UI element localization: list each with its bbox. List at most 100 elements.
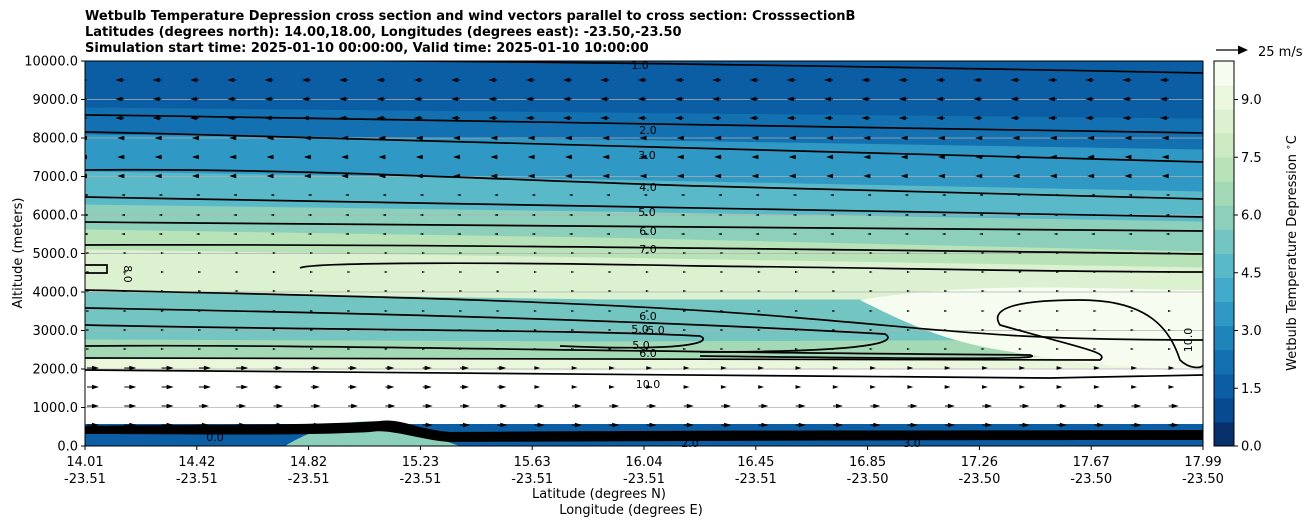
y-tick-label: 10000.0 xyxy=(24,55,78,70)
wind-vector-head xyxy=(861,115,869,121)
wind-vector-head xyxy=(419,213,424,217)
wind-vector-head xyxy=(751,135,759,141)
title-line-3: Simulation start time: 2025-01-10 00:00:… xyxy=(85,41,649,56)
x-tick-label-lon: -23.50 xyxy=(1070,472,1112,487)
wind-vector-head xyxy=(121,193,125,197)
wind-vector-head xyxy=(906,271,910,273)
wind-vector-head xyxy=(720,329,724,331)
wind-vector-head xyxy=(496,348,500,350)
wind-vector-head xyxy=(453,173,460,179)
wind-vector-head xyxy=(683,366,690,370)
contour-line xyxy=(85,264,108,274)
wind-vector-head xyxy=(795,252,799,254)
contour-label: 6.0 xyxy=(639,310,657,323)
colorbar-segment xyxy=(1214,301,1234,327)
wind-vector-head xyxy=(947,403,955,409)
wind-vector-head xyxy=(191,135,199,141)
x-axis-label-lat: Latitude (degrees N) xyxy=(532,487,666,502)
wind-vector-head xyxy=(863,173,871,179)
wind-vector-head xyxy=(571,385,578,389)
y-tick-label: 5000.0 xyxy=(33,247,79,262)
wind-vector-head xyxy=(384,290,388,292)
wind-vector-head xyxy=(264,96,272,102)
wind-vector-head xyxy=(459,329,463,331)
wind-vector-head xyxy=(388,422,396,428)
colorbar-segment xyxy=(1214,61,1234,86)
wind-vector-head xyxy=(203,384,211,390)
wind-vector-head xyxy=(500,422,508,428)
wind-vector-head xyxy=(154,173,162,179)
wind-vector-head xyxy=(115,115,123,121)
wind-vector-head xyxy=(795,366,802,370)
wind-vector-head xyxy=(867,213,871,217)
wind-vector-head xyxy=(1012,135,1020,141)
contour-label: 10.0 xyxy=(1182,328,1195,353)
wind-vector-head xyxy=(496,310,500,312)
wind-vector-head xyxy=(749,96,757,102)
wind-vector-head xyxy=(276,422,284,428)
wind-vector-head xyxy=(301,96,309,102)
y-tick-label: 6000.0 xyxy=(33,209,79,224)
wind-vector-head xyxy=(1122,77,1130,83)
wind-vector-head xyxy=(676,135,684,141)
wind-vector-head xyxy=(154,154,162,160)
wind-vector-head xyxy=(571,366,578,370)
wind-vector-head xyxy=(906,290,910,292)
wind-vector-head xyxy=(1018,271,1022,273)
wind-vector-head xyxy=(869,290,873,292)
wind-vector-head xyxy=(1122,115,1130,121)
wind-vector-head xyxy=(643,213,648,217)
wind-vector-head xyxy=(824,115,831,121)
wind-vector-head xyxy=(166,403,174,409)
wind-vector-head xyxy=(1093,290,1097,292)
wind-vector-head xyxy=(533,310,537,312)
wind-vector-head xyxy=(415,154,423,160)
wind-vector-head xyxy=(266,173,274,179)
wind-vector-head xyxy=(935,96,943,102)
wind-vector-head xyxy=(900,173,908,179)
wind-vector-head xyxy=(1056,348,1060,350)
wind-vector-head xyxy=(1049,135,1057,141)
wind-vector-head xyxy=(1018,329,1022,331)
wind-vector-head xyxy=(836,403,843,409)
wind-vector-head xyxy=(1159,77,1167,83)
wind-vector-head xyxy=(870,366,876,370)
wind-vector-head xyxy=(1047,115,1055,121)
wind-vector-head xyxy=(714,173,722,179)
wind-vector-head xyxy=(973,115,981,121)
wind-vector-head xyxy=(720,385,727,389)
wind-vector-head xyxy=(724,422,732,428)
wind-vector-head xyxy=(981,329,985,331)
wind-vector-head xyxy=(158,232,163,236)
wind-vector-head xyxy=(571,310,575,312)
wind-vector-head xyxy=(313,403,321,409)
wind-vector-head xyxy=(606,232,610,236)
wind-vector-head xyxy=(533,348,537,350)
wind-vector-head xyxy=(303,154,311,160)
wind-vector-head xyxy=(1130,329,1134,331)
wind-vector-head xyxy=(415,135,423,141)
wind-vector-head xyxy=(312,384,320,390)
wind-vector-head xyxy=(227,77,235,83)
wind-vector-head xyxy=(86,310,90,312)
wind-vector-head xyxy=(264,115,272,121)
wind-vector-head xyxy=(376,77,384,83)
x-tick-label-lon: -23.50 xyxy=(958,472,1000,487)
wind-vector-head xyxy=(347,329,351,331)
x-tick-label-lon: -23.51 xyxy=(288,472,330,487)
wind-vector-head xyxy=(606,213,610,217)
wind-vector-head xyxy=(749,77,757,83)
wind-vector-head xyxy=(755,213,759,217)
wind-vector-head xyxy=(637,96,645,102)
wind-vector-head xyxy=(499,365,507,371)
wind-vector-head xyxy=(534,385,541,389)
wind-vector-head xyxy=(78,78,85,83)
wind-vector-head xyxy=(117,154,125,160)
wind-vector-head xyxy=(824,77,831,83)
wind-vector-head xyxy=(829,213,834,217)
wind-vector-head xyxy=(1168,271,1172,273)
wind-vector-head xyxy=(1059,422,1067,428)
wind-vector-head xyxy=(531,213,536,217)
wind-vector-head xyxy=(944,385,951,389)
wind-vector-head xyxy=(906,310,910,312)
